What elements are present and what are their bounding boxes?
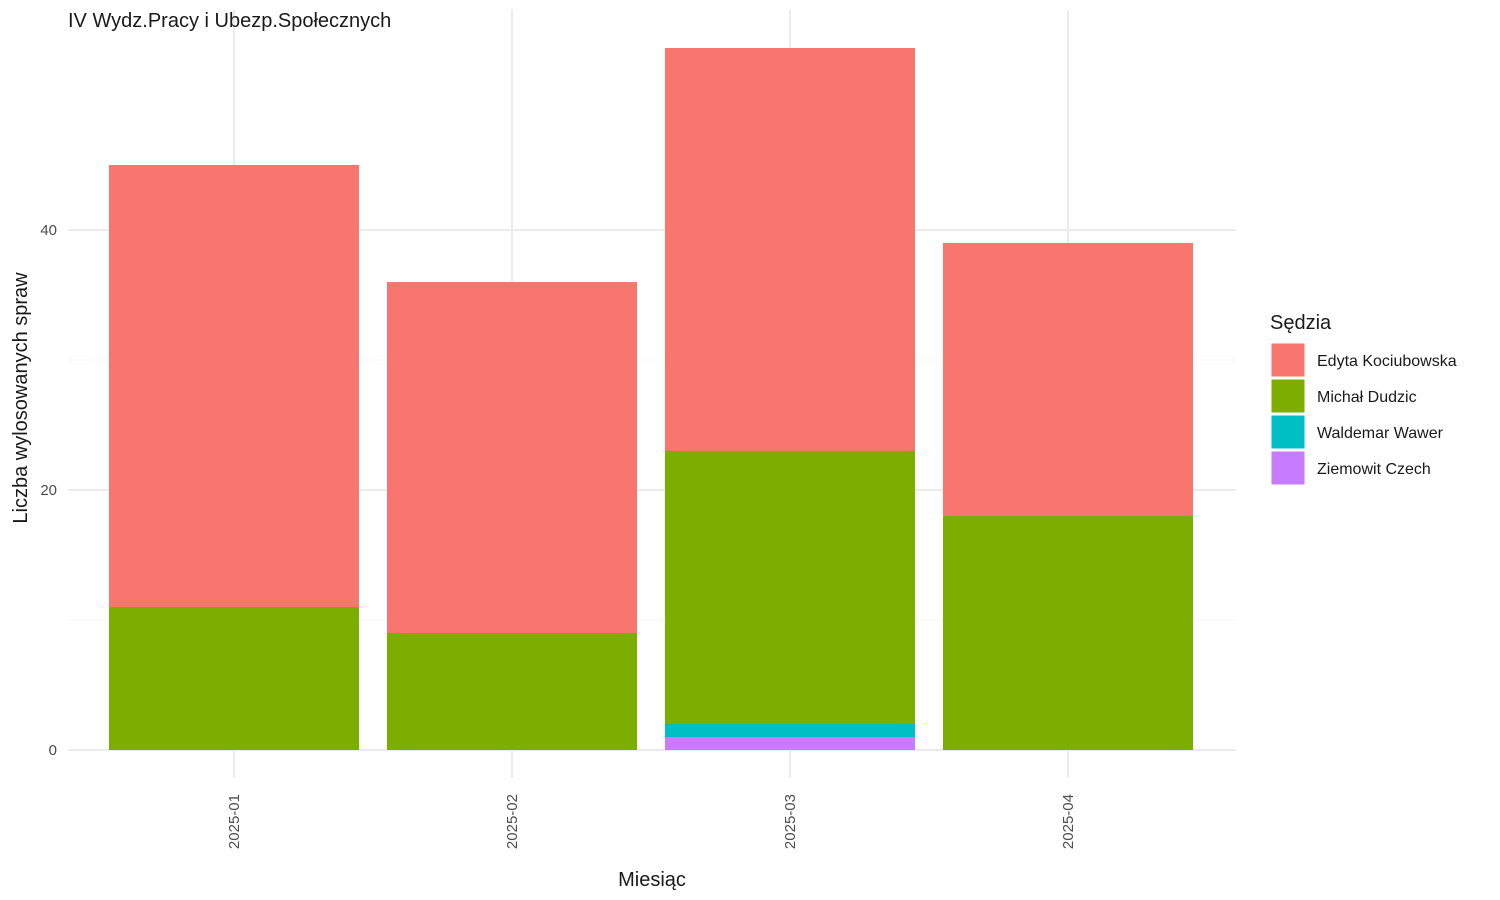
y-tick-label: 40 — [40, 222, 57, 239]
bar-2025-01-edyta-kociubowska — [109, 165, 359, 607]
bar-2025-02-edyta-kociubowska — [387, 282, 637, 633]
legend-label: Edyta Kociubowska — [1317, 353, 1457, 370]
legend-key — [1270, 342, 1306, 378]
bar-2025-01-michał-dudzic — [109, 607, 359, 750]
x-tick-label: 2025-03 — [782, 794, 799, 849]
legend-label: Michał Dudzic — [1317, 389, 1417, 406]
legend: Sędzia Edyta Kociubowska Michał Dudzic Wal… — [1270, 312, 1457, 486]
legend-key — [1270, 378, 1306, 414]
legend-title: Sędzia — [1270, 312, 1332, 334]
bar-2025-04-edyta-kociubowska — [943, 243, 1193, 516]
x-axis-title: Miesiąc — [618, 869, 686, 891]
bar-2025-03-edyta-kociubowska — [665, 48, 915, 451]
bar-2025-03-michał-dudzic — [665, 451, 915, 724]
bar-2025-02-michał-dudzic — [387, 633, 637, 750]
bars — [109, 48, 1193, 750]
y-axis-ticks: 0 20 40 — [40, 222, 57, 759]
x-tick-label: 2025-01 — [226, 794, 243, 849]
legend-label: Waldemar Wawer — [1317, 425, 1444, 442]
x-tick-label: 2025-04 — [1060, 794, 1077, 849]
legend-key — [1270, 450, 1306, 486]
bar-2025-03-ziemowit-czech — [665, 737, 915, 750]
x-axis-ticks: 2025-01 2025-02 2025-03 2025-04 — [226, 794, 1077, 849]
chart-title: IV Wydz.Pracy i Ubezp.Społecznych — [68, 10, 391, 32]
x-tick-label: 2025-02 — [504, 794, 521, 849]
legend-label: Ziemowit Czech — [1317, 461, 1431, 478]
bar-2025-03-waldemar-wawer — [665, 724, 915, 737]
bar-2025-04-michał-dudzic — [943, 516, 1193, 750]
legend-key — [1270, 414, 1306, 450]
y-axis-title: Liczba wylosowanych spraw — [10, 272, 32, 524]
y-tick-label: 0 — [49, 742, 57, 759]
y-tick-label: 20 — [40, 482, 57, 499]
